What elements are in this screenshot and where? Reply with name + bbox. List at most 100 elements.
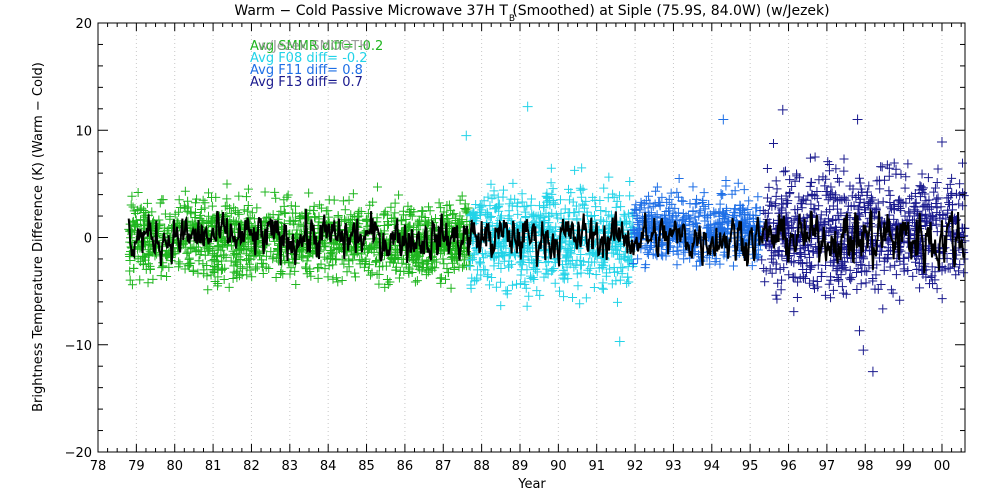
point-SMMR <box>361 254 371 264</box>
point-F13 <box>931 219 941 229</box>
point-SMMR <box>263 212 273 222</box>
point-F13 <box>932 227 942 237</box>
point-SMMR <box>301 262 311 272</box>
point-SMMR <box>436 278 446 288</box>
point-F08 <box>470 213 480 223</box>
point-SMMR <box>349 249 359 259</box>
point-SMMR <box>213 281 223 291</box>
point-F13 <box>947 188 957 198</box>
point-F11 <box>672 215 682 225</box>
point-F11 <box>643 226 653 236</box>
point-SMMR <box>204 188 214 198</box>
point-SMMR <box>323 272 333 282</box>
point-SMMR <box>270 187 280 197</box>
point-F08 <box>601 271 611 281</box>
point-F11 <box>632 217 642 227</box>
point-F08 <box>548 184 558 194</box>
point-F08 <box>563 208 573 218</box>
point-SMMR <box>378 261 388 271</box>
point-F11 <box>664 210 674 220</box>
point-F13 <box>847 272 857 282</box>
point-F13 <box>846 275 856 285</box>
point-SMMR <box>310 212 320 222</box>
point-F13-outlier <box>867 366 878 377</box>
point-SMMR <box>425 206 435 216</box>
point-SMMR <box>320 264 330 274</box>
point-SMMR <box>276 266 286 276</box>
point-F08 <box>534 201 544 211</box>
point-F08 <box>517 197 527 207</box>
x-axis: 78 79 80 81 82 83 84 85 86 87 88 89 90 91 92 93 94 95 96 97… <box>90 23 962 474</box>
point-F11 <box>662 216 672 226</box>
point-SMMR <box>228 274 238 284</box>
point-SMMR <box>276 206 286 216</box>
point-F11 <box>652 182 662 192</box>
point-F13 <box>905 233 915 243</box>
point-F11 <box>678 196 688 206</box>
point-F08 <box>496 301 506 311</box>
point-F13 <box>933 193 943 203</box>
point-SMMR <box>188 265 198 275</box>
point-F13 <box>868 195 878 205</box>
point-F13 <box>911 198 921 208</box>
point-SMMR <box>125 275 135 285</box>
x-tick-label-89: 89 <box>512 459 529 474</box>
point-F08 <box>491 282 501 292</box>
point-F08 <box>565 195 575 205</box>
point-F13 <box>932 284 942 294</box>
point-F13 <box>788 223 798 233</box>
point-F08 <box>566 188 576 198</box>
point-F13 <box>805 252 815 262</box>
point-F13 <box>823 157 833 167</box>
point-F13 <box>930 275 940 285</box>
point-F13 <box>932 177 942 187</box>
point-SMMR <box>368 197 378 207</box>
point-F08 <box>555 195 565 205</box>
point-F08 <box>618 263 628 273</box>
point-F11 <box>678 214 688 224</box>
point-SMMR <box>130 208 140 218</box>
point-F13 <box>767 201 777 211</box>
point-SMMR <box>320 252 330 262</box>
point-F13 <box>789 307 799 317</box>
point-SMMR <box>350 272 360 282</box>
point-SMMR <box>136 203 146 213</box>
point-F13 <box>853 204 863 214</box>
point-F08 <box>517 189 527 199</box>
point-F11 <box>743 204 753 214</box>
point-F08 <box>591 202 601 212</box>
point-F08 <box>585 250 595 260</box>
point-F13 <box>937 294 947 304</box>
point-F13 <box>909 201 919 211</box>
point-F11 <box>739 185 749 195</box>
point-F13 <box>898 198 908 208</box>
point-SMMR <box>354 211 364 221</box>
x-tick-label-100: 00 <box>934 459 951 474</box>
point-F08 <box>489 253 499 263</box>
point-F11 <box>718 190 728 200</box>
x-tick-label-97: 97 <box>819 459 836 474</box>
point-F11 <box>633 254 643 264</box>
point-F08 <box>575 299 585 309</box>
point-F08 <box>491 204 501 214</box>
point-F13 <box>766 246 776 256</box>
point-F13 <box>792 171 802 181</box>
point-F13 <box>900 183 910 193</box>
point-F13 <box>813 282 823 292</box>
point-SMMR <box>218 240 228 250</box>
point-F13 <box>806 262 816 272</box>
point-F13 <box>899 264 909 274</box>
point-F13 <box>810 205 820 215</box>
point-F13 <box>796 251 806 261</box>
x-tick-label-92: 92 <box>627 459 644 474</box>
point-F13 <box>787 217 797 227</box>
point-F11 <box>665 242 675 252</box>
point-F13 <box>878 197 888 207</box>
point-F13 <box>920 216 930 226</box>
point-F08 <box>604 172 614 182</box>
point-SMMR <box>441 274 451 284</box>
point-F13 <box>849 201 859 211</box>
point-F08 <box>543 257 553 267</box>
point-F08 <box>522 301 532 311</box>
point-SMMR <box>397 215 407 225</box>
